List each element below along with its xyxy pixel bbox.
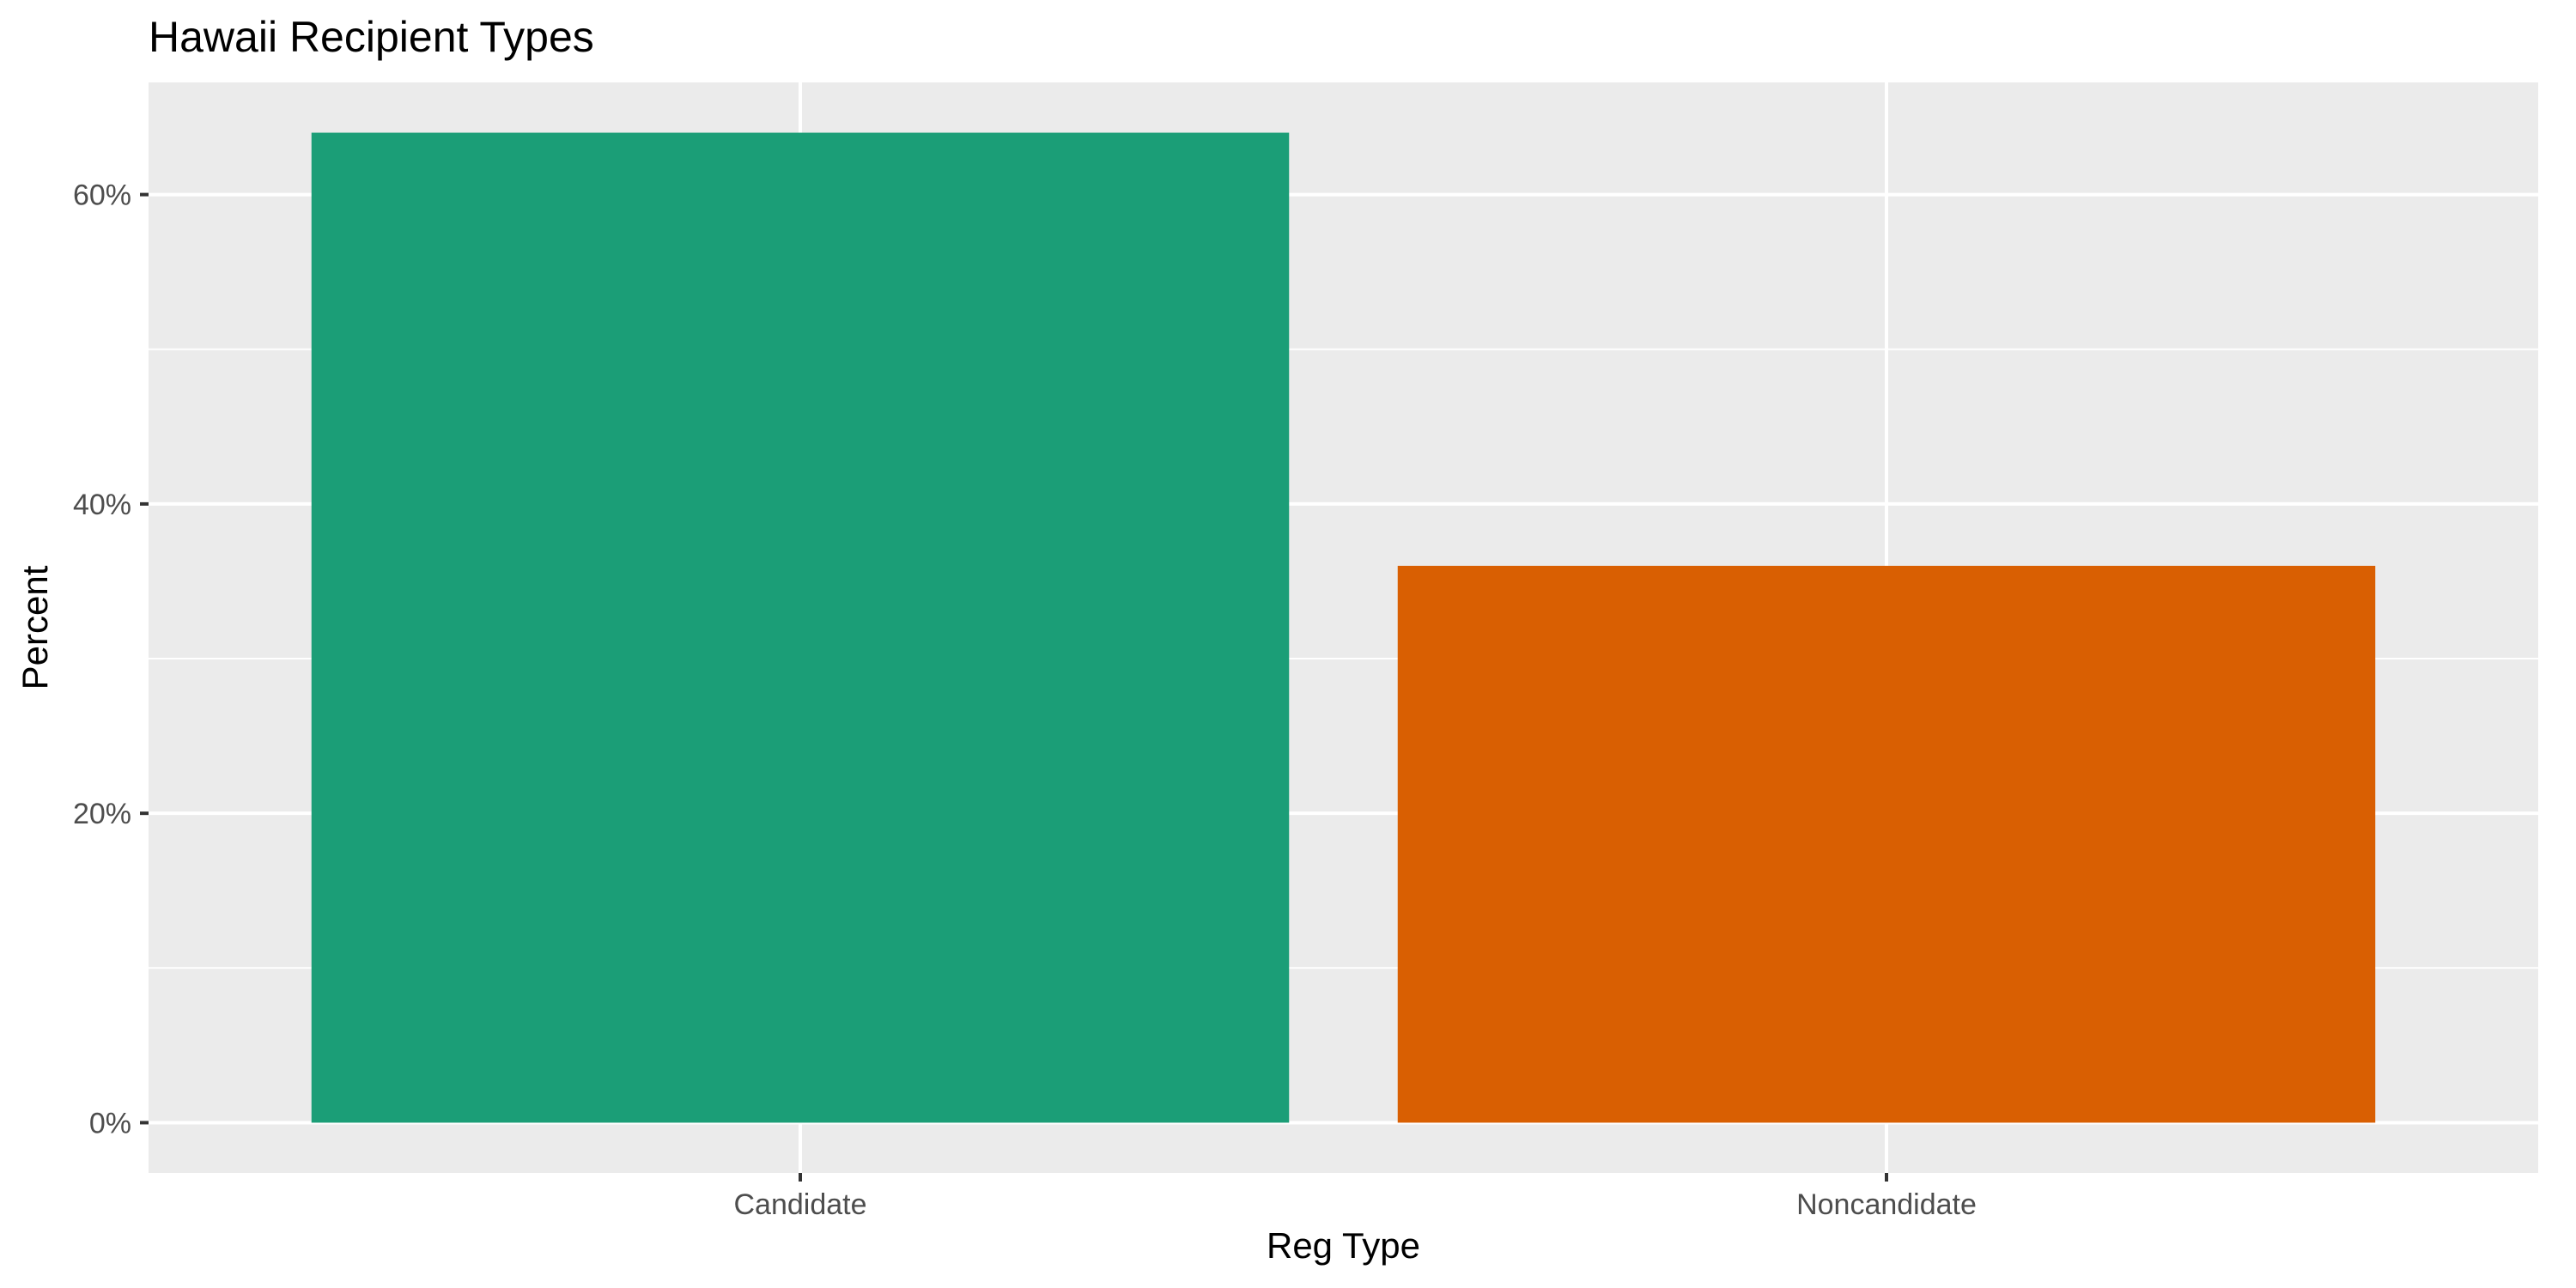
bar-noncandidate (1397, 565, 2376, 1123)
y-tick-label: 40% (73, 489, 131, 521)
x-tick-label: Candidate (733, 1188, 866, 1221)
y-tick-label: 0% (89, 1107, 131, 1139)
axis-layer: 0% 20% 40% 60% Candidate Noncandidate (73, 179, 1977, 1221)
y-axis-title: Percent (15, 565, 55, 690)
y-tick-label: 60% (73, 179, 131, 212)
x-tick-label: Noncandidate (1796, 1188, 1977, 1221)
chart-title: Hawaii Recipient Types (149, 13, 594, 61)
x-axis-title: Reg Type (1267, 1225, 1420, 1266)
bar-candidate (311, 132, 1290, 1123)
y-tick-label: 20% (73, 798, 131, 830)
bar-layer (311, 132, 2376, 1123)
